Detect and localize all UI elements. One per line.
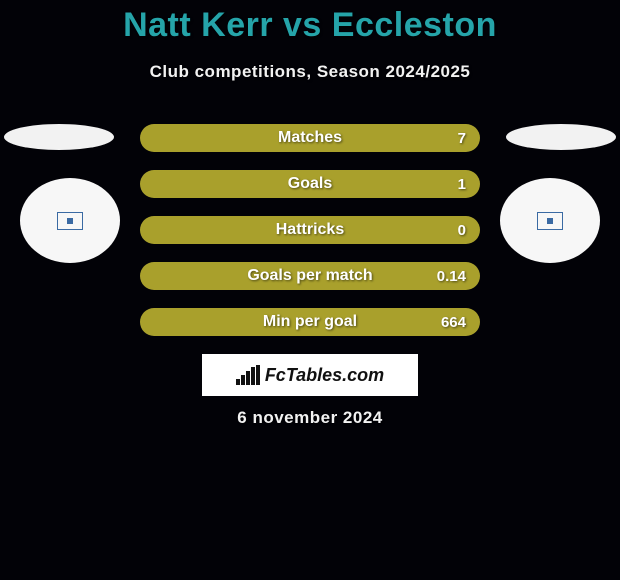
club-badge-left [20,178,120,263]
placeholder-image-icon [57,212,83,230]
stat-bar: Goals per match0.14 [140,262,480,290]
stat-bar: Hattricks0 [140,216,480,244]
club-badge-right [500,178,600,263]
stat-label: Matches [140,129,480,147]
stat-value: 7 [458,130,466,147]
stat-label: Min per goal [140,313,480,331]
page-subtitle: Club competitions, Season 2024/2025 [0,62,620,82]
stat-label: Goals [140,175,480,193]
stat-value: 664 [441,314,466,331]
player-left-shadow [4,124,114,150]
stat-value: 0 [458,222,466,239]
stat-value: 0.14 [437,268,466,285]
stat-bar: Min per goal664 [140,308,480,336]
stat-value: 1 [458,176,466,193]
player-right-shadow [506,124,616,150]
brand-text: FcTables.com [265,365,384,386]
stat-label: Hattricks [140,221,480,239]
stat-label: Goals per match [140,267,480,285]
stat-bars: Matches7Goals1Hattricks0Goals per match0… [140,124,480,354]
page-title: Natt Kerr vs Eccleston [0,6,620,45]
placeholder-image-icon [537,212,563,230]
stat-bar: Goals1 [140,170,480,198]
brand-footer: FcTables.com [202,354,418,396]
brand-barchart-icon [236,365,260,385]
date-text: 6 november 2024 [0,408,620,428]
stat-bar: Matches7 [140,124,480,152]
